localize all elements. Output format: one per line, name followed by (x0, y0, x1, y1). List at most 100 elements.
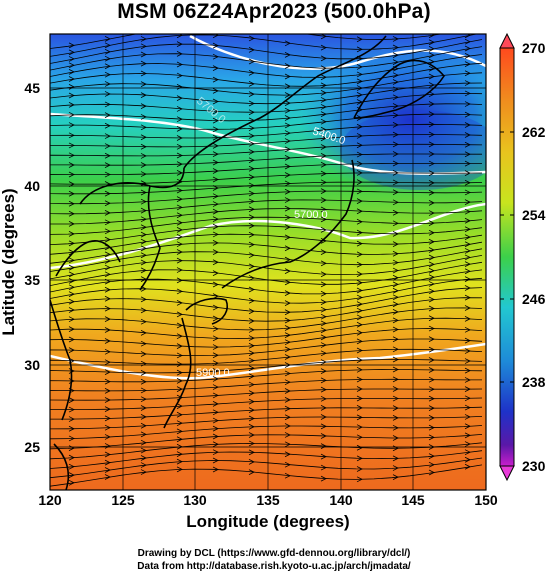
streamline-arrow (428, 46, 435, 52)
streamline (50, 269, 483, 295)
colorbar-label: 262 (522, 124, 546, 140)
streamline-arrow (392, 336, 399, 343)
streamline-arrow (428, 281, 435, 287)
streamline-arrow (212, 368, 219, 374)
streamline-arrow (428, 111, 435, 117)
y-tick-label: 30 (24, 357, 40, 373)
streamline-arrow (176, 51, 183, 57)
streamline-arrow (428, 160, 435, 167)
streamline-arrow (104, 305, 111, 312)
streamline-arrow (176, 377, 183, 384)
streamline-arrow (464, 189, 471, 196)
streamline-arrow (320, 299, 327, 305)
streamline-arrow (104, 327, 111, 333)
streamline-arrow (248, 140, 255, 147)
streamline-arrow (284, 188, 291, 195)
streamline-arrow (356, 142, 363, 149)
streamline-arrow (356, 455, 363, 462)
streamline-arrow (140, 330, 147, 336)
streamline-arrow (356, 376, 363, 383)
streamline-arrow (428, 101, 435, 107)
streamline-arrow (248, 206, 255, 213)
streamline-arrow (248, 357, 255, 364)
streamline-arrow (104, 101, 111, 108)
streamline-arrow (356, 271, 363, 278)
streamline-arrow (104, 91, 111, 97)
streamline-arrow (68, 190, 75, 197)
streamline-arrow (428, 65, 435, 72)
streamline-arrow (140, 43, 147, 50)
streamline-arrow (428, 82, 435, 88)
colorbar-label: 238 (522, 374, 546, 390)
streamline-arrow (248, 157, 255, 164)
streamline-arrow (392, 445, 399, 452)
streamline-arrow (428, 405, 435, 412)
streamline (50, 261, 483, 287)
streamline-arrow (212, 65, 219, 72)
streamline-arrow (140, 70, 147, 77)
streamline-arrow (140, 259, 147, 266)
streamline-arrow (248, 263, 255, 270)
streamline-arrow (68, 316, 75, 323)
streamline-arrow (320, 327, 327, 334)
streamline (50, 62, 483, 87)
streamline-arrow (284, 290, 291, 297)
streamline-arrow (392, 267, 399, 274)
streamline-arrow (68, 277, 75, 284)
credit-data: Data from http://database.rish.kyoto-u.a… (137, 561, 411, 572)
streamline-arrow (176, 72, 183, 79)
streamline-arrow (212, 201, 219, 207)
streamline-arrow (140, 103, 147, 109)
streamline-arrow (176, 352, 183, 359)
streamline-arrow (140, 238, 147, 245)
streamline-arrow (428, 267, 435, 274)
streamline-arrow (356, 64, 363, 70)
streamline-arrow (248, 327, 255, 333)
streamline-arrow (104, 210, 111, 216)
streamline-arrow (104, 397, 111, 403)
streamline (50, 54, 483, 78)
streamline-arrow (356, 46, 363, 53)
graticule (49, 34, 487, 490)
streamline-arrow (140, 207, 147, 214)
streamline-arrow (464, 367, 471, 374)
streamline-arrow (176, 458, 183, 465)
streamline-arrow (68, 264, 75, 271)
streamline-arrow (464, 348, 471, 354)
streamline-arrow (356, 251, 363, 258)
streamline-arrow (356, 229, 363, 236)
streamline-arrow (176, 333, 183, 340)
streamline-arrow (284, 214, 291, 221)
streamline-arrow (428, 325, 435, 332)
streamline-arrow (140, 231, 147, 238)
streamline-arrow (428, 461, 435, 468)
streamline-arrow (464, 432, 471, 439)
streamline-arrow (428, 367, 435, 373)
streamline-arrow (284, 92, 291, 98)
streamline (50, 307, 483, 331)
streamline-arrow (140, 162, 147, 168)
streamline-arrow (284, 205, 291, 212)
streamline-arrow (248, 342, 255, 349)
streamline-arrow (428, 229, 435, 236)
streamline-arrow (68, 257, 75, 264)
streamline-arrow (176, 403, 183, 410)
streamline-arrow (284, 325, 291, 331)
streamline (50, 348, 483, 365)
streamline (50, 172, 483, 185)
streamline-arrow (68, 56, 75, 62)
streamline-arrow (140, 124, 147, 131)
streamline-arrow (392, 356, 399, 363)
streamline (50, 248, 483, 272)
streamline-arrow (464, 234, 471, 240)
streamline-arrow (104, 112, 111, 118)
streamline-arrow (356, 294, 363, 301)
streamline-arrow (428, 52, 435, 59)
streamline (50, 216, 483, 235)
streamline-arrow (320, 65, 327, 72)
streamline-arrow (176, 369, 183, 376)
streamline-arrow (104, 443, 111, 449)
streamline-arrow (248, 165, 255, 172)
streamline-arrow (356, 338, 363, 345)
streamline (50, 338, 483, 357)
